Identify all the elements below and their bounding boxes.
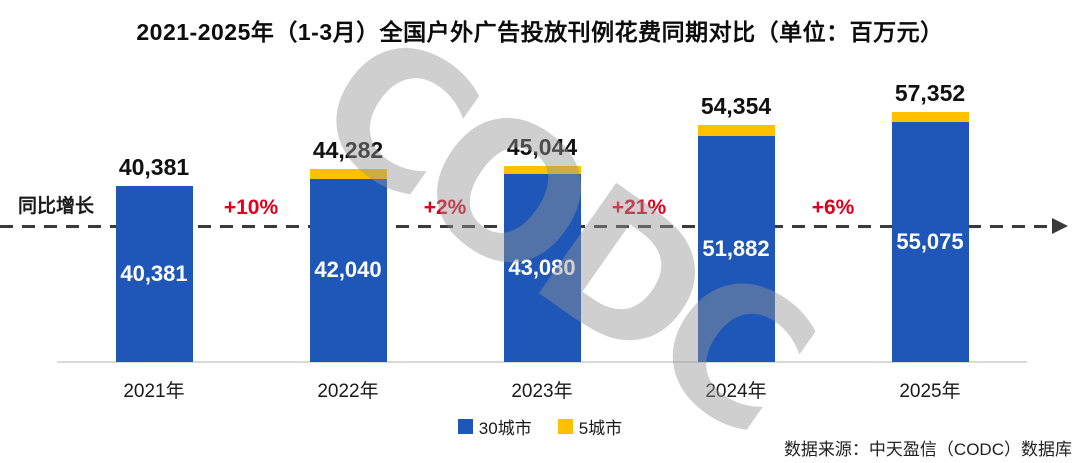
x-axis-label-2024年: 2024年 <box>705 381 767 402</box>
x-axis-label-2022年: 2022年 <box>317 381 379 402</box>
legend-item-30城市: 30城市 <box>457 414 532 439</box>
chart-title: 2021-2025年（1-3月）全国户外广告投放刊例花费同期对比（单位：百万元） <box>136 19 944 45</box>
bar-segment-5城市-2023年 <box>503 165 581 175</box>
bar-total-label-2023年: 45,044 <box>506 133 578 160</box>
bar-segment-30城市-2025年 <box>891 121 969 362</box>
bar-total-label-2021年: 40,381 <box>118 154 190 180</box>
bar-segment-5城市-2025年 <box>891 112 969 122</box>
bar-segment-30城市-2024年 <box>697 135 775 362</box>
bar-inner-label-2025年: 55,075 <box>896 228 964 254</box>
data-source-note: 数据来源：中天盈信（CODC）数据库 <box>783 440 1072 459</box>
x-axis-line <box>57 361 1027 363</box>
x-axis-label-2021年: 2021年 <box>123 381 185 402</box>
bar-total-label-2024年: 54,354 <box>700 93 772 120</box>
legend-swatch-icon <box>557 419 573 434</box>
bar-inner-label-2021年: 40,381 <box>120 261 188 286</box>
yoy-growth-value-1: +10% <box>223 196 279 219</box>
bar-segment-5城市-2024年 <box>697 125 775 136</box>
yoy-growth-value-2: +2% <box>423 196 467 219</box>
legend-label: 5城市 <box>578 419 623 438</box>
bar-inner-label-2024年: 51,882 <box>702 235 770 261</box>
x-axis-label-2023年: 2023年 <box>511 381 573 402</box>
bar-total-label-2025年: 57,352 <box>894 80 966 107</box>
bar-inner-label-2023年: 43,080 <box>508 255 576 281</box>
yoy-growth-label: 同比增长 <box>18 196 95 217</box>
legend-item-5城市: 5城市 <box>557 414 623 439</box>
legend-swatch-icon <box>457 419 473 434</box>
bar-total-label-2022年: 44,282 <box>312 136 384 163</box>
chart-legend: 30城市 5城市 <box>0 414 1080 439</box>
arrow-right-icon <box>1052 218 1068 234</box>
x-axis-label-2025年: 2025年 <box>899 381 961 402</box>
bar-inner-label-2022年: 42,040 <box>314 257 382 283</box>
bar-segment-30城市-2021年 <box>115 186 193 362</box>
bar-segment-30城市-2022年 <box>309 178 387 362</box>
legend-label: 30城市 <box>478 419 532 438</box>
yoy-growth-value-4: +6% <box>811 196 855 219</box>
yoy-growth-value-3: +21% <box>611 196 667 219</box>
bar-segment-30城市-2023年 <box>503 174 581 362</box>
bar-segment-5城市-2022年 <box>309 168 387 179</box>
